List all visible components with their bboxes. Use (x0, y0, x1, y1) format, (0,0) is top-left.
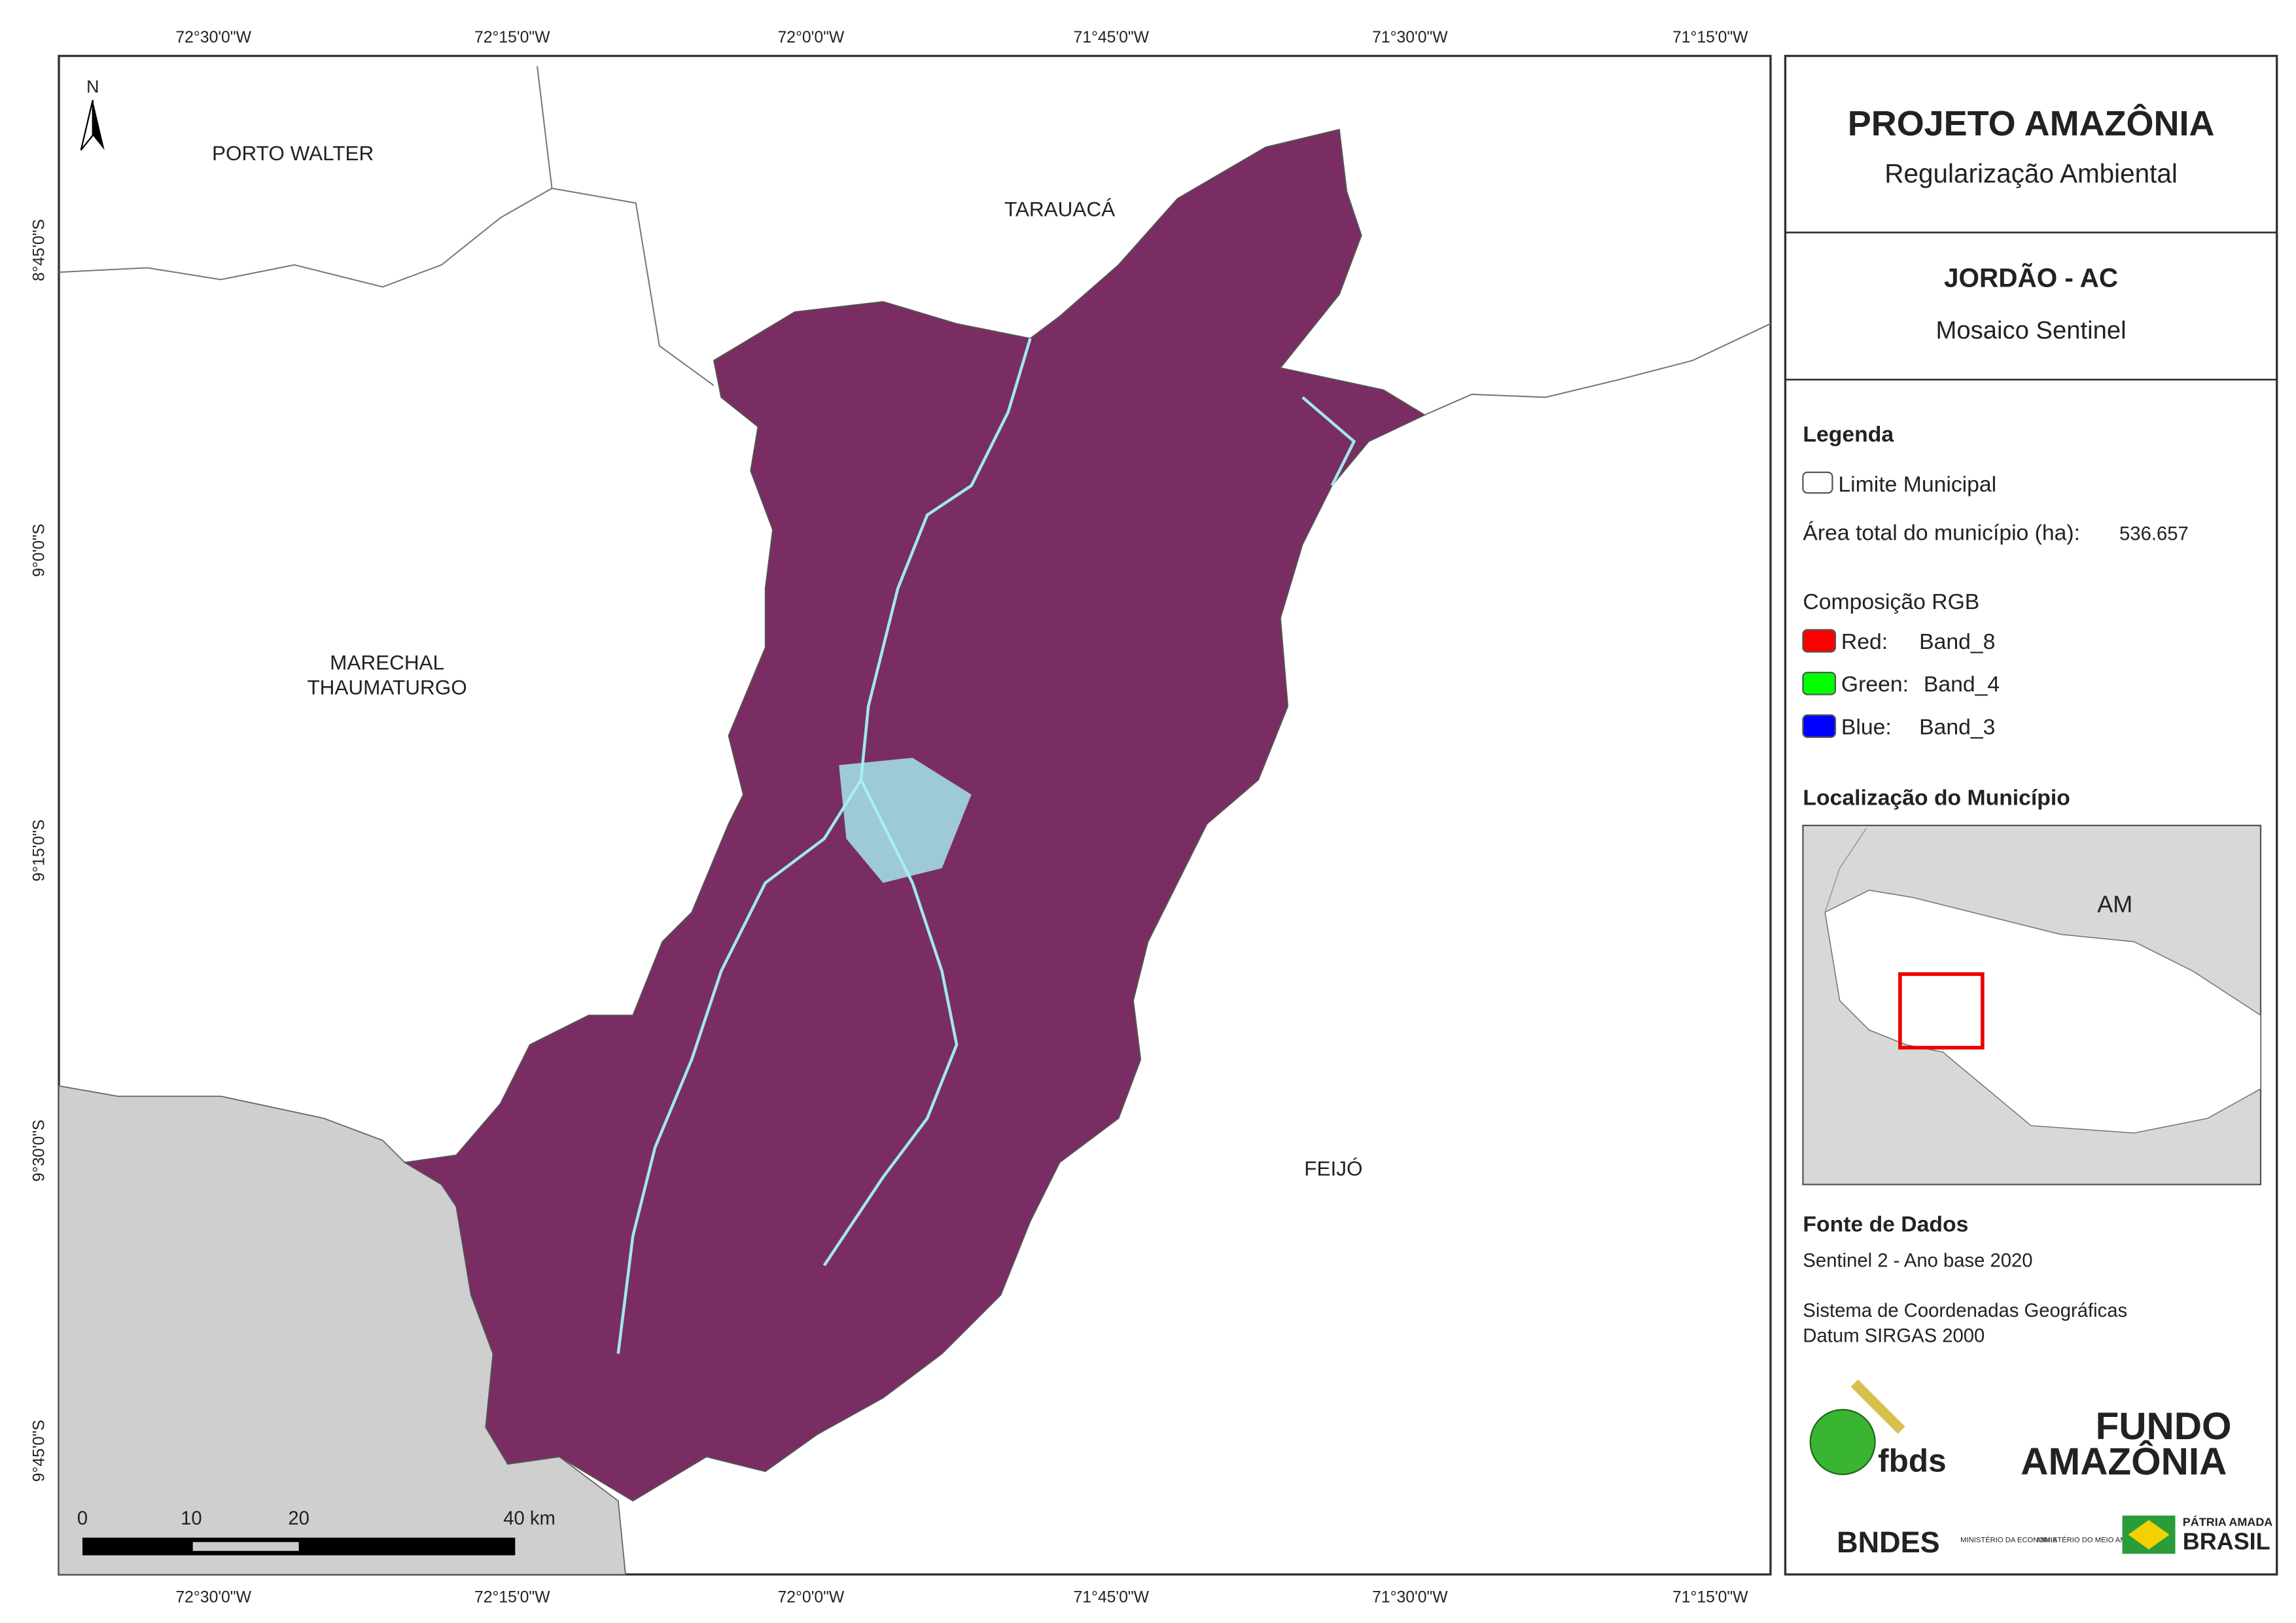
band-swatch (1802, 629, 1837, 653)
sources-title: Fonte de Dados (1803, 1212, 1968, 1237)
band-label: Blue: (1841, 714, 1892, 739)
municipal-boundaries (58, 66, 1771, 416)
scale-segment (192, 1542, 299, 1551)
lat-label: 8°45'0"S (31, 219, 48, 281)
band-name: Band_3 (1919, 714, 1995, 739)
logo-text: BNDES (1837, 1526, 1939, 1559)
band-swatch (1802, 671, 1837, 695)
place-name: FEIJÓ (1304, 1157, 1362, 1180)
scale-label: 40 km (503, 1508, 556, 1529)
logo-text: AMAZÔNIA (2021, 1439, 2227, 1483)
scale-bar: 0 10 20 40 km (77, 1508, 556, 1556)
lon-label: 72°30'0"W (175, 1589, 251, 1607)
logo-text: PÁTRIA AMADA (2183, 1515, 2273, 1529)
band-label: Green: (1841, 672, 1909, 697)
logo-text: BRASIL (2183, 1528, 2270, 1555)
place-name: PORTO WALTER (212, 141, 374, 165)
lat-label: 9°0'0"S (31, 524, 48, 577)
lon-label: 72°15'0"W (474, 1589, 550, 1607)
legend-swatch (1802, 471, 1833, 494)
logos: fbds FUNDO AMAZÔNIA BNDES MINISTÉRIO DA … (1809, 1379, 2273, 1559)
legend-item: Limite Municipal (1838, 472, 1996, 497)
lat-labels: 8°45'0"S 9°0'0"S 9°15'0"S 9°30'0"S 9°45'… (31, 219, 48, 1482)
band-name: Band_8 (1919, 629, 1995, 654)
title: PROJETO AMAZÔNIA (1848, 103, 2215, 143)
source-line: Sistema de Coordenadas Geográficas (1803, 1300, 2127, 1321)
location-title: Localização do Município (1803, 785, 2070, 810)
scale-label: 10 (181, 1508, 202, 1529)
lon-label: 71°45'0"W (1074, 29, 1150, 46)
side-panel (1784, 54, 2278, 1576)
band-name: Band_4 (1924, 672, 2000, 697)
lat-label: 9°45'0"S (31, 1420, 48, 1482)
municipality: JORDÃO - AC (1944, 263, 2118, 293)
place-name: THAUMATURGO (307, 676, 467, 699)
area-value: 536.657 (2119, 524, 2189, 545)
lon-label: 72°30'0"W (175, 29, 251, 46)
north-arrow (92, 99, 105, 150)
lon-label: 71°45'0"W (1074, 1589, 1150, 1607)
inset-label: AM (2097, 891, 2132, 918)
area-label: Área total do município (ha): (1803, 521, 2080, 546)
source-line: Datum SIRGAS 2000 (1803, 1325, 1985, 1346)
place-name: TARAUACÁ (1004, 198, 1115, 221)
lat-label: 9°15'0"S (31, 820, 48, 882)
lat-label: 9°30'0"S (31, 1120, 48, 1182)
lon-label: 72°0'0"W (778, 1589, 845, 1607)
lon-label: 72°0'0"W (778, 29, 845, 46)
product: Mosaico Sentinel (1936, 316, 2127, 344)
lon-label: 71°30'0"W (1372, 1589, 1448, 1607)
legend-title: Legenda (1803, 422, 1894, 447)
inset-map: AM (1802, 824, 2262, 1185)
clearing (839, 758, 972, 883)
band-swatch (1802, 714, 1837, 739)
place-name: MARECHAL (330, 650, 444, 674)
scale-label: 0 (77, 1508, 88, 1529)
source-line: Sentinel 2 - Ano base 2020 (1803, 1251, 2032, 1272)
lon-label: 71°15'0"W (1672, 1589, 1748, 1607)
band-label: Red: (1841, 629, 1888, 654)
lon-labels: 72°30'0"W 72°15'0"W 72°0'0"W 71°45'0"W 7… (175, 29, 1748, 1606)
lon-label: 71°15'0"W (1672, 29, 1748, 46)
subtitle: Regularização Ambiental (1884, 158, 2178, 188)
north-label: N (86, 77, 99, 97)
place-names: PORTO WALTER TARAUACÁ MARECHAL THAUMATUR… (212, 141, 1363, 1180)
rgb-title: Composição RGB (1803, 589, 1979, 614)
logo-text: MINISTÉRIO DA ECONOMIA (1960, 1535, 2057, 1544)
scale-label: 20 (288, 1508, 309, 1529)
lon-label: 72°15'0"W (474, 29, 550, 46)
logo-text: FUNDO (2096, 1405, 2232, 1448)
lon-label: 71°30'0"W (1372, 29, 1448, 46)
logo-text: fbds (1878, 1442, 1946, 1478)
